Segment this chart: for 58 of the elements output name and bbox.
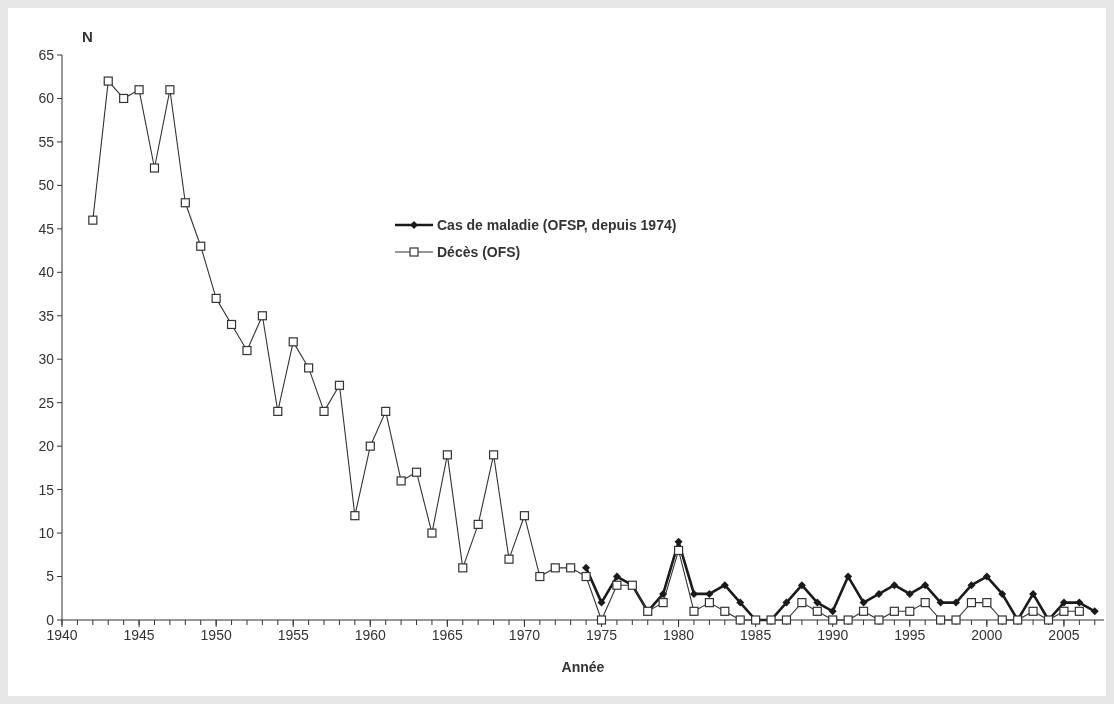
point <box>582 563 591 572</box>
x-tick-label: 1960 <box>354 627 387 643</box>
x-tick-label: 1950 <box>200 627 232 643</box>
point <box>982 572 991 581</box>
y-tick-label: 45 <box>38 220 55 237</box>
y-axis-title: N <box>82 28 93 45</box>
point <box>597 598 606 607</box>
point <box>890 581 899 590</box>
point <box>874 589 883 598</box>
x-tick-label: 1970 <box>508 627 541 643</box>
y-tick-label: 55 <box>38 133 55 150</box>
x-tick-label: 2005 <box>1048 627 1080 643</box>
point <box>705 589 714 598</box>
point <box>1059 598 1068 607</box>
point <box>844 572 853 581</box>
point <box>782 598 791 607</box>
point <box>797 581 806 590</box>
y-tick-label: 65 <box>38 46 55 63</box>
legend-label: Décès (OFS) <box>437 243 521 260</box>
x-tick-label: 1945 <box>123 627 155 643</box>
point <box>967 581 976 590</box>
y-tick-label: 40 <box>38 264 55 281</box>
legend-label: Cas de maladie (OFSP, depuis 1974) <box>437 216 677 233</box>
point <box>828 607 837 616</box>
point <box>1075 598 1084 607</box>
y-tick-label: 20 <box>38 438 55 455</box>
point <box>736 598 745 607</box>
point <box>905 589 914 598</box>
point <box>921 581 930 590</box>
point <box>1090 607 1099 616</box>
point <box>813 598 822 607</box>
y-tick-label: 0 <box>46 611 55 628</box>
y-tick-label: 10 <box>38 524 55 541</box>
y-tick-label: 15 <box>38 481 55 498</box>
y-tick-label: 35 <box>38 307 55 324</box>
x-tick-label: 1955 <box>277 627 309 643</box>
point <box>998 589 1007 598</box>
y-tick-label: 5 <box>46 568 55 585</box>
point <box>1029 589 1038 598</box>
y-tick-label: 60 <box>38 90 55 107</box>
x-axis-title: Année <box>561 659 605 675</box>
y-tick-label: 25 <box>38 394 55 411</box>
point <box>689 589 698 598</box>
point <box>936 598 945 607</box>
point <box>612 572 621 581</box>
point <box>720 581 729 590</box>
point <box>952 598 961 607</box>
x-tick-label: 1985 <box>740 627 772 643</box>
x-tick-label: 1975 <box>585 627 618 643</box>
x-tick-label: 1980 <box>662 627 695 643</box>
x-tick-label: 1995 <box>894 627 926 643</box>
point <box>859 598 868 607</box>
x-tick-label: 1940 <box>46 627 78 643</box>
x-tick-label: 1965 <box>431 627 464 643</box>
y-tick-label: 50 <box>38 177 55 194</box>
y-tick-label: 30 <box>38 351 55 368</box>
x-tick-label: 2000 <box>971 627 1003 643</box>
x-tick-label: 1990 <box>817 627 849 643</box>
